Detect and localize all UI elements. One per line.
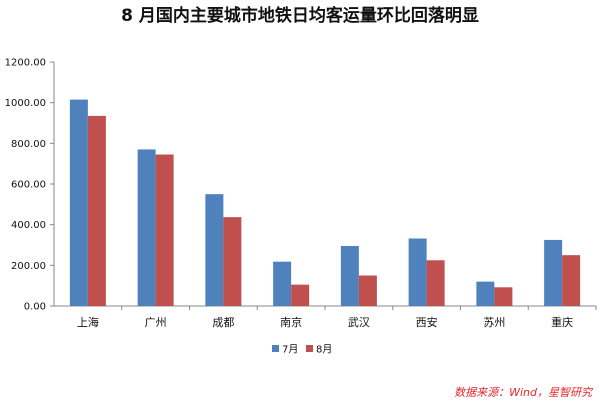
category-label: 西安 <box>416 315 438 329</box>
category-label: 武汉 <box>348 316 370 329</box>
bar-jul <box>273 261 292 306</box>
legend-swatch <box>306 345 313 352</box>
bar-aug <box>358 275 377 306</box>
bar-jul <box>408 238 427 306</box>
category-label: 重庆 <box>551 315 573 329</box>
y-axis-ticks: 0.00 200.00 400.00 600.00 800.00 1000.00 1200.… <box>5 58 54 313</box>
legend-label: 8月 <box>316 344 332 356</box>
y-tick-label: 600.00 <box>11 180 46 191</box>
bar-aug <box>494 287 513 306</box>
bar-aug <box>155 154 174 306</box>
bar-aug <box>87 115 106 306</box>
y-tick-label: 400.00 <box>11 220 46 231</box>
bar-group <box>69 99 581 306</box>
bar-aug <box>562 255 581 306</box>
y-tick-label: 1000.00 <box>5 98 46 109</box>
bar-aug <box>426 260 445 306</box>
x-axis-labels: 上海 广州 成都 南京 武汉 西安 苏州 重庆 <box>77 306 597 329</box>
bar-jul <box>205 194 224 306</box>
y-tick-label: 200.00 <box>11 261 46 272</box>
bar-jul <box>544 239 563 306</box>
bar-aug <box>291 284 310 306</box>
y-tick-label: 1200.00 <box>5 58 46 69</box>
legend: 7月 8月 <box>272 344 332 356</box>
category-label: 苏州 <box>483 316 505 329</box>
category-label: 广州 <box>145 316 167 329</box>
legend-swatch <box>272 345 279 352</box>
bar-jul <box>476 281 495 306</box>
bar-jul <box>340 246 359 306</box>
bar-jul <box>137 149 156 306</box>
chart-title: 8 月国内主要城市地铁日均客运量环比回落明显 <box>121 5 479 26</box>
bar-aug <box>223 217 242 306</box>
source-note: 数据来源：Wind，星智研究 <box>454 386 594 399</box>
category-label: 南京 <box>280 315 302 329</box>
bar-jul <box>69 99 88 306</box>
category-label: 成都 <box>212 316 234 329</box>
legend-label: 7月 <box>282 344 298 356</box>
y-tick-label: 0.00 <box>24 302 46 313</box>
category-label: 上海 <box>77 315 99 329</box>
y-tick-label: 800.00 <box>11 139 46 150</box>
